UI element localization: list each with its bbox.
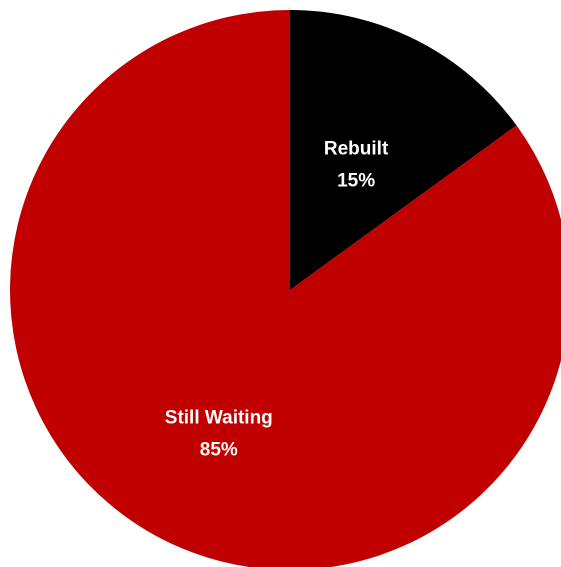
slice-value-rebuilt: 15%: [337, 170, 375, 191]
slice-value-still-waiting: 85%: [200, 440, 238, 461]
pie-slice-still-waiting: [10, 10, 561, 567]
slice-label-rebuilt: Rebuilt: [324, 138, 389, 159]
pie-slice-rebuilt: [290, 10, 517, 290]
pie-labels: Rebuilt 15% Still Waiting 85%: [165, 138, 389, 460]
slice-label-still-waiting: Still Waiting: [165, 408, 273, 429]
pie-slices: [10, 10, 561, 567]
